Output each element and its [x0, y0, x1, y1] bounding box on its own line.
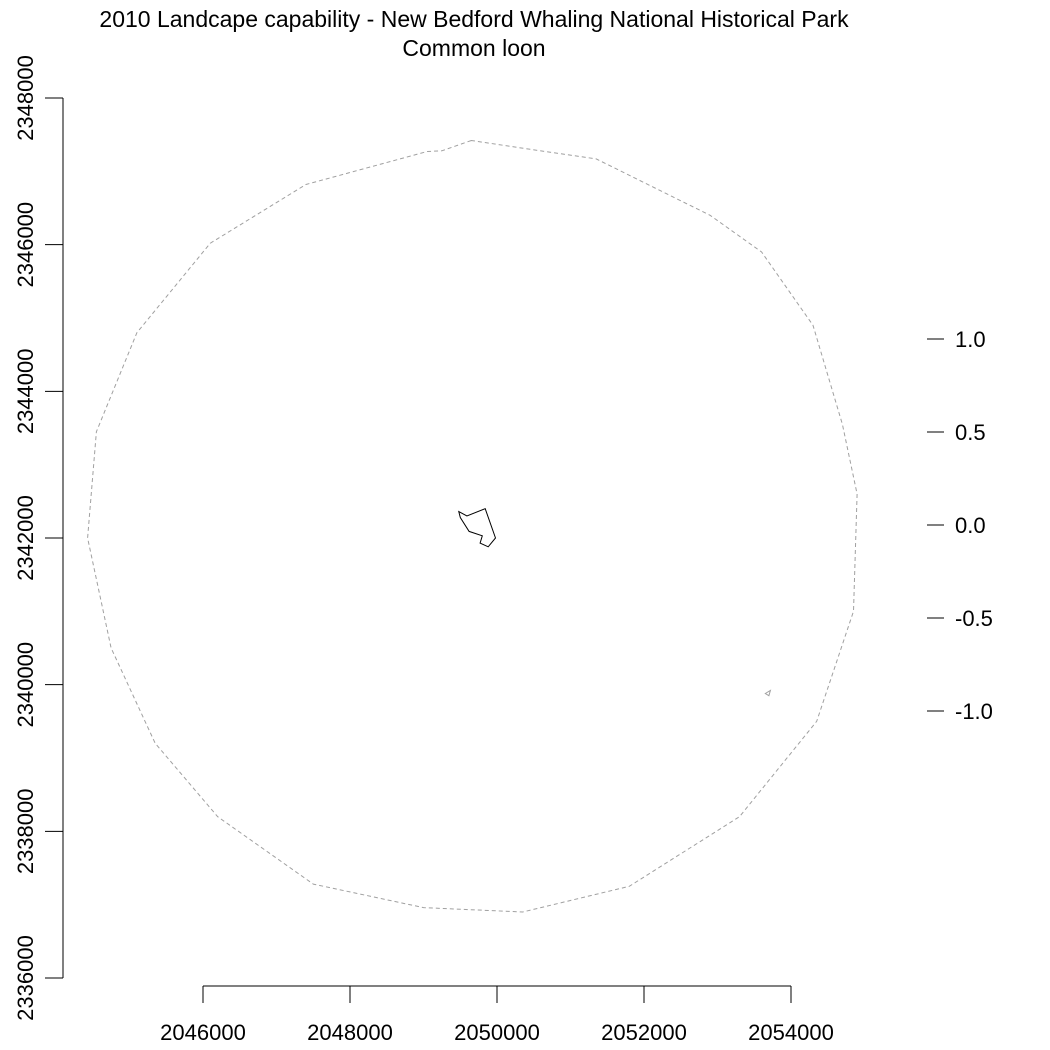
park-boundary	[458, 508, 497, 548]
x-tick-label: 2048000	[307, 1020, 393, 1045]
x-tick-label: 2052000	[601, 1020, 687, 1045]
y-tick-label: 2346000	[13, 202, 38, 288]
map-features	[87, 139, 858, 913]
legend-tick-label: 1.0	[955, 327, 986, 352]
y-tick-label: 2336000	[13, 935, 38, 1021]
legend-axis: 1.0 0.5 0.0 -0.5 -1.0	[927, 327, 993, 724]
chart-subtitle: Common loon	[402, 35, 545, 61]
legend-tick-label: 0.5	[955, 420, 986, 445]
y-tick-label: 2340000	[13, 642, 38, 728]
y-tick-label: 2338000	[13, 789, 38, 875]
y-tick-label: 2344000	[13, 349, 38, 435]
legend-tick-label: -0.5	[955, 606, 993, 631]
x-tick-label: 2054000	[748, 1020, 834, 1045]
chart-title: 2010 Landcape capability - New Bedford W…	[99, 6, 849, 32]
y-tick-label: 2348000	[13, 55, 38, 141]
buffer-boundary	[87, 139, 858, 913]
y-tick-label: 2342000	[13, 495, 38, 581]
x-axis: 2046000 2048000 2050000 2052000 2054000	[160, 985, 834, 1045]
y-axis: 2336000 2338000 2340000 2342000 2344000 23460…	[13, 55, 64, 1021]
x-tick-label: 2046000	[160, 1020, 246, 1045]
small-feature	[764, 689, 772, 697]
legend-tick-label: 0.0	[955, 513, 986, 538]
x-tick-label: 2050000	[454, 1020, 540, 1045]
legend-tick-label: -1.0	[955, 699, 993, 724]
